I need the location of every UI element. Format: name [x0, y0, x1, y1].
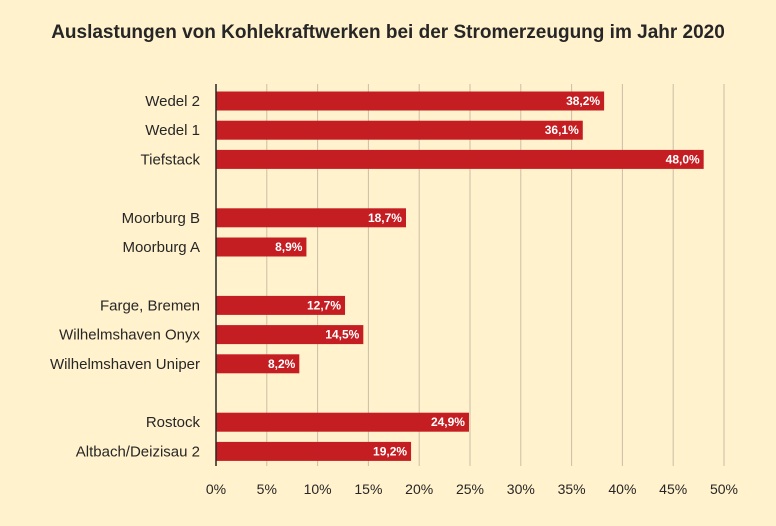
category-label: Farge, Bremen: [100, 297, 200, 314]
category-label: Wilhelmshaven Uniper: [50, 356, 200, 373]
data-label: 19,2%: [373, 444, 407, 458]
data-label: 8,9%: [275, 240, 303, 254]
data-label: 8,2%: [268, 357, 296, 371]
bar: [216, 91, 605, 111]
data-label: 36,1%: [545, 123, 579, 137]
bar: [216, 295, 346, 315]
category-label: Tiefstack: [141, 151, 201, 168]
x-tick-label: 45%: [659, 481, 687, 497]
x-tick-label: 30%: [507, 481, 535, 497]
bar: [216, 441, 412, 461]
bar: [216, 354, 300, 374]
data-label: 48,0%: [666, 152, 700, 166]
chart-title: Auslastungen von Kohlekraftwerken bei de…: [51, 22, 725, 43]
bar: [216, 120, 583, 140]
x-tick-label: 10%: [304, 481, 332, 497]
category-label: Wedel 2: [145, 93, 200, 110]
bar: [216, 412, 469, 432]
category-label: Moorburg A: [122, 239, 200, 256]
x-tick-label: 50%: [710, 481, 738, 497]
category-label: Altbach/Deizisau 2: [76, 443, 200, 460]
x-tick-label: 5%: [257, 481, 277, 497]
data-label: 12,7%: [307, 298, 341, 312]
category-label: Wedel 1: [145, 122, 200, 139]
category-label: Rostock: [146, 414, 201, 431]
data-label: 14,5%: [325, 328, 359, 342]
x-tick-label: 25%: [456, 481, 484, 497]
category-label: Moorburg B: [122, 210, 200, 227]
x-tick-label: 0%: [206, 481, 226, 497]
x-tick-label: 40%: [608, 481, 636, 497]
data-label: 38,2%: [566, 94, 600, 108]
x-tick-label: 35%: [558, 481, 586, 497]
bar: [216, 149, 704, 169]
data-label: 18,7%: [368, 211, 402, 225]
data-label: 24,9%: [431, 415, 465, 429]
bar: [216, 208, 406, 228]
bar: [216, 237, 307, 257]
category-label: Wilhelmshaven Onyx: [59, 327, 200, 344]
bar: [216, 325, 364, 345]
x-tick-label: 15%: [354, 481, 382, 497]
x-tick-label: 20%: [405, 481, 433, 497]
